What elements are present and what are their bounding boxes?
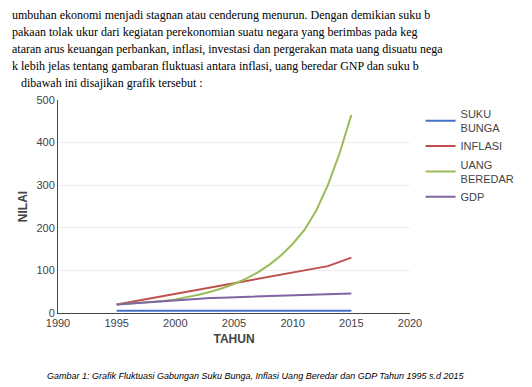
svg-text:umbuhan ekonomi menjadi stagna: umbuhan ekonomi menjadi stagnan atau cen… [12,8,430,22]
svg-text:SUKUBUNGA: SUKUBUNGA [461,108,501,134]
svg-text:300: 300 [36,179,54,191]
svg-text:2010: 2010 [280,317,304,329]
svg-text:Gambar 1: Grafik Fluktuasi Gab: Gambar 1: Grafik Fluktuasi Gabungan Suku… [47,371,465,381]
svg-text:2020: 2020 [398,317,422,329]
svg-text:2000: 2000 [163,317,187,329]
svg-text:500: 500 [36,94,54,106]
svg-text:0: 0 [49,307,55,319]
svg-text:TAHUN: TAHUN [213,332,254,346]
svg-text:1995: 1995 [104,317,128,329]
svg-text:NILAI: NILAI [16,191,30,222]
svg-text:100: 100 [36,264,54,276]
svg-text:ataran arus keuangan perbankan: ataran arus keuangan perbankan, inflasi,… [12,42,443,56]
svg-text:dibawah ini disajikan grafik t: dibawah ini disajikan grafik tersebut : [12,76,203,90]
svg-text:INFLASI: INFLASI [461,140,503,152]
svg-text:2005: 2005 [222,317,246,329]
svg-text:pakaan tolak ukur dari kegiata: pakaan tolak ukur dari kegiatan perekono… [12,25,418,39]
svg-text:1990: 1990 [46,317,70,329]
svg-text:UANGBEREDAR: UANGBEREDAR [461,159,514,185]
svg-text:200: 200 [36,222,54,234]
svg-text:400: 400 [36,136,54,148]
svg-text:k lebih jelas tentang gambaran: k lebih jelas tentang gambaran fluktuasi… [12,59,419,73]
svg-text:GDP: GDP [461,191,485,203]
svg-text:2015: 2015 [339,317,363,329]
